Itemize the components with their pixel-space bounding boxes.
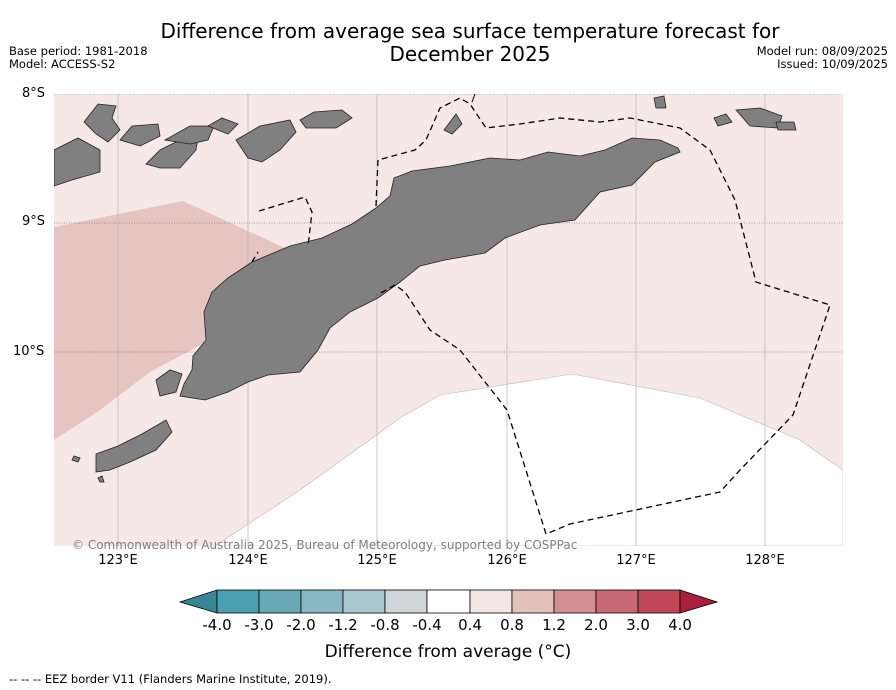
colorbar-extend-low bbox=[178, 589, 218, 614]
lon-label-123e: 123°E bbox=[98, 553, 138, 568]
land-masses bbox=[54, 95, 797, 483]
eez-border bbox=[251, 97, 831, 535]
lon-label-128e: 128°E bbox=[745, 553, 785, 568]
alor-island bbox=[54, 137, 101, 187]
colorbar-tick: 2.0 bbox=[584, 616, 608, 634]
lat-label-9s: 9°S bbox=[22, 214, 46, 229]
wetar-north bbox=[299, 109, 353, 129]
colorbar-tick: 0.4 bbox=[458, 616, 482, 634]
small-isle-2 bbox=[97, 475, 105, 483]
colorbar-tick: -0.8 bbox=[370, 616, 400, 634]
colorbar bbox=[178, 589, 719, 614]
colorbar-tick: 0.8 bbox=[500, 616, 524, 634]
colorbar-extend-high bbox=[679, 589, 719, 614]
lat-label-8s: 8°S bbox=[22, 86, 46, 101]
lat-label-10s: 10°S bbox=[13, 344, 45, 359]
colorbar-tick: -2.0 bbox=[286, 616, 316, 634]
ndao-island bbox=[71, 455, 81, 463]
semau-island bbox=[155, 369, 183, 397]
flores-east bbox=[163, 125, 215, 145]
colorbar-tick: -3.0 bbox=[244, 616, 274, 634]
wetar-island bbox=[235, 119, 297, 163]
title-line-2: December 2025 bbox=[389, 42, 551, 66]
colorbar-tick: -0.4 bbox=[412, 616, 442, 634]
anomaly-band-mid bbox=[54, 201, 300, 440]
title-line-1: Difference from average sea surface temp… bbox=[160, 19, 780, 43]
colorbar-tick: 4.0 bbox=[668, 616, 692, 634]
model-run: Model run: 08/09/2025 bbox=[756, 44, 888, 58]
base-period: Base period: 1981-2018 bbox=[9, 44, 148, 58]
timor-island bbox=[179, 137, 681, 401]
colorbar-tick: 1.2 bbox=[542, 616, 566, 634]
lon-label-125e: 125°E bbox=[357, 553, 397, 568]
kisar-island bbox=[207, 117, 239, 135]
rote-island bbox=[95, 419, 173, 473]
lat-gridlines bbox=[54, 94, 843, 353]
moa-island bbox=[775, 121, 797, 131]
lembata-island bbox=[119, 123, 161, 147]
model-name: Model: ACCESS-S2 bbox=[9, 57, 116, 71]
lon-label-124e: 124°E bbox=[228, 553, 268, 568]
lon-label-127e: 127°E bbox=[616, 553, 656, 568]
colorbar-tick: -1.2 bbox=[328, 616, 358, 634]
colorbar-tick: -4.0 bbox=[202, 616, 232, 634]
lakor-island bbox=[713, 113, 733, 127]
atauro-island bbox=[443, 113, 463, 135]
meta-right: Model run: 08/09/2025 Issued: 10/09/2025 bbox=[757, 45, 888, 71]
map-area bbox=[54, 94, 843, 546]
pantar-island bbox=[83, 103, 121, 143]
small-isle-1 bbox=[653, 95, 667, 109]
issued-date: Issued: 10/09/2025 bbox=[777, 57, 888, 71]
eez-legend-note: -- -- -- EEZ border V11 (Flanders Marine… bbox=[9, 672, 332, 686]
adonara-island bbox=[145, 137, 199, 169]
map-title: Difference from average sea surface temp… bbox=[0, 20, 896, 66]
copyright-note: © Commonwealth of Australia 2025, Bureau… bbox=[72, 538, 578, 552]
colorbar-tick: 3.0 bbox=[626, 616, 650, 634]
meta-left: Base period: 1981-2018 Model: ACCESS-S2 bbox=[9, 45, 148, 71]
lon-label-126e: 126°E bbox=[487, 553, 527, 568]
colorbar-title: Difference from average (°C) bbox=[324, 642, 572, 662]
